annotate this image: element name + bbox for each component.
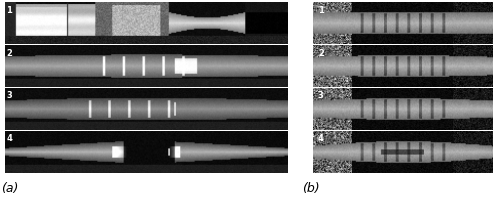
- Text: 3: 3: [6, 91, 12, 100]
- Text: 2: 2: [318, 49, 324, 58]
- Text: 1: 1: [6, 6, 12, 15]
- Text: 4: 4: [6, 134, 12, 143]
- Text: (b): (b): [302, 182, 320, 195]
- Text: 1: 1: [318, 6, 324, 15]
- Text: 3: 3: [318, 91, 324, 100]
- Text: (a): (a): [1, 182, 18, 195]
- Text: 4: 4: [318, 134, 324, 143]
- Text: 2: 2: [6, 49, 12, 58]
